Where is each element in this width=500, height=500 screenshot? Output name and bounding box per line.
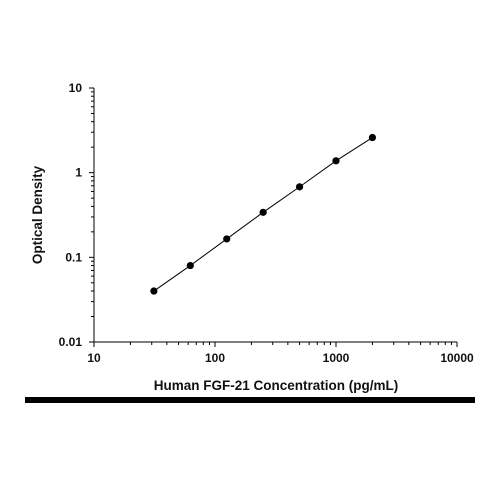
tick-marks xyxy=(89,87,458,347)
y-tick-label: 1 xyxy=(75,166,82,180)
x-axis-title: Human FGF-21 Concentration (pg/mL) xyxy=(154,378,399,393)
data-point xyxy=(368,133,377,142)
x-tick-label: 10000 xyxy=(440,351,474,365)
x-tick-label: 1000 xyxy=(323,351,350,365)
axes xyxy=(93,88,457,343)
x-tick-label: 10 xyxy=(87,351,101,365)
data-point xyxy=(150,287,158,295)
y-axis-title: Optical Density xyxy=(30,165,45,264)
data-points xyxy=(150,133,377,295)
y-tick-label: 0.01 xyxy=(59,335,83,349)
data-point xyxy=(295,183,304,191)
data-point xyxy=(332,157,340,165)
tick-labels: 10 100 1000 10000 0.01 0.1 1 10 xyxy=(59,81,474,365)
data-point xyxy=(223,235,231,243)
y-tick-label: 10 xyxy=(69,81,83,95)
data-point xyxy=(186,261,194,270)
footer-bar xyxy=(25,397,475,403)
y-tick-label: 0.1 xyxy=(65,250,82,264)
data-point xyxy=(259,208,267,216)
x-tick-label: 100 xyxy=(205,351,225,365)
